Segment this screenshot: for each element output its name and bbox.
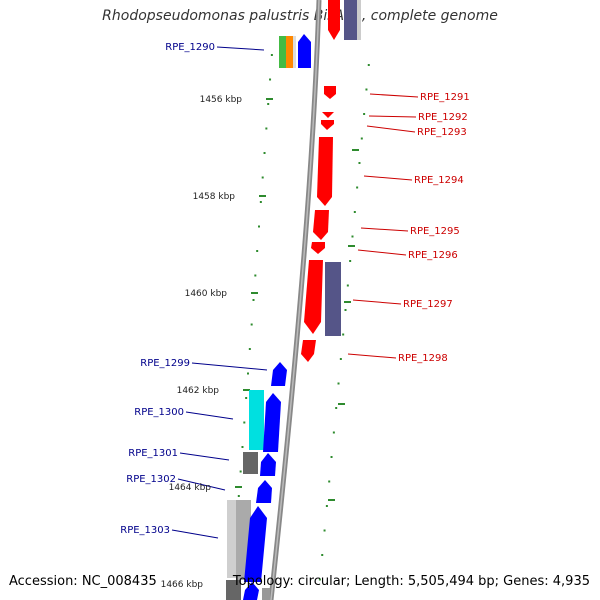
leader-line <box>171 529 219 539</box>
gene-arrow-bottom-blue[interactable] <box>243 582 259 600</box>
gene-arrow-rpe-1300[interactable] <box>263 393 281 452</box>
gene-arrow-top-red[interactable] <box>328 0 340 40</box>
kbp-labels: 1456 kbp 1458 kbp 1460 kbp 1462 kbp 1464 kbp… <box>161 95 243 590</box>
leader-line <box>185 411 234 420</box>
gene-label-forward[interactable]: RPE_1295 <box>410 226 460 237</box>
kbp-label: 1464 kbp <box>169 483 212 493</box>
gene-box-top-purple[interactable] <box>344 0 357 40</box>
gene-box-top-gray <box>357 0 361 40</box>
gene-label-forward[interactable]: RPE_1294 <box>414 175 464 186</box>
leader-line <box>368 115 417 118</box>
gene-arrow-rpe-1301[interactable] <box>260 453 276 476</box>
gene-box-orange[interactable] <box>286 36 293 68</box>
leader-line <box>366 125 416 133</box>
kbp-label: 1462 kbp <box>177 386 220 396</box>
leader-line <box>363 175 413 181</box>
kbp-label: 1458 kbp <box>193 192 236 202</box>
gene-box-cyan-1300[interactable] <box>249 390 264 450</box>
gene-arrow-rpe-1295[interactable] <box>313 210 329 240</box>
leader-line <box>369 93 419 98</box>
gene-label-forward[interactable]: RPE_1296 <box>408 250 458 261</box>
gene-leader-lines <box>171 46 419 539</box>
leader-line <box>357 249 407 256</box>
leader-line <box>216 46 265 51</box>
gene-arrow-rpe-1298[interactable] <box>301 340 316 362</box>
gene-label-reverse[interactable]: RPE_1301 <box>128 448 178 459</box>
gene-label-reverse[interactable]: RPE_1302 <box>126 474 176 485</box>
leader-line <box>177 478 226 491</box>
genome-summary-text: Topology: circular; Length: 5,505,494 bp… <box>232 574 590 589</box>
gene-label-reverse[interactable]: RPE_1300 <box>134 407 184 418</box>
kbp-label: 1466 kbp <box>161 580 204 590</box>
gene-arrow-rpe-1290[interactable] <box>298 34 311 68</box>
gene-label-forward[interactable]: RPE_1292 <box>418 112 468 123</box>
leader-line <box>179 452 230 461</box>
gene-arrow-rpe-1291[interactable] <box>324 86 336 99</box>
gene-label-forward[interactable]: RPE_1298 <box>398 353 448 364</box>
accession-text: Accession: NC_008435 <box>9 574 157 589</box>
gene-label-forward[interactable]: RPE_1293 <box>417 127 467 138</box>
gene-arrow-rpe-1297[interactable] <box>304 260 323 334</box>
leader-line <box>360 227 409 232</box>
gene-box-green[interactable] <box>279 36 286 68</box>
map-title: Rhodopseudomonas palustris BisA53, compl… <box>102 8 498 24</box>
gene-arrow-rpe-1303[interactable] <box>244 506 267 582</box>
gene-labels: RPE_1291 RPE_1292 RPE_1293 RPE_1294 RPE_1295… <box>120 42 470 536</box>
genome-backbone-highlight <box>270 0 320 600</box>
gene-box-darkgray-bottom <box>226 580 241 600</box>
gene-arrow-rpe-1292[interactable] <box>322 112 334 118</box>
gene-box-lightgray <box>293 36 296 68</box>
gene-arrow-rpe-1296[interactable] <box>311 242 325 254</box>
gene-arrow-rpe-1299[interactable] <box>271 362 287 386</box>
gene-box-purple-1297[interactable] <box>325 262 341 336</box>
leader-line <box>191 362 268 371</box>
leader-line <box>347 353 397 359</box>
tick-marks <box>227 54 370 595</box>
kbp-label: 1460 kbp <box>185 289 228 299</box>
kbp-label: 1456 kbp <box>200 95 243 105</box>
gene-label-forward[interactable]: RPE_1291 <box>420 92 470 103</box>
gene-arrow-rpe-1293[interactable] <box>321 120 334 130</box>
gene-box-lightgray-1303 <box>227 500 237 578</box>
gene-box-gray-1301[interactable] <box>243 452 258 474</box>
gene-arrow-rpe-1302[interactable] <box>256 480 272 503</box>
gene-label-reverse[interactable]: RPE_1303 <box>120 525 170 536</box>
gene-label-forward[interactable]: RPE_1297 <box>403 299 453 310</box>
gene-box-gray-bottom <box>262 588 270 600</box>
gene-shapes <box>226 0 361 600</box>
leader-line <box>352 299 402 305</box>
gene-arrow-rpe-1294[interactable] <box>317 137 333 206</box>
gene-label-reverse[interactable]: RPE_1299 <box>140 358 190 369</box>
gene-label-reverse[interactable]: RPE_1290 <box>165 42 215 53</box>
